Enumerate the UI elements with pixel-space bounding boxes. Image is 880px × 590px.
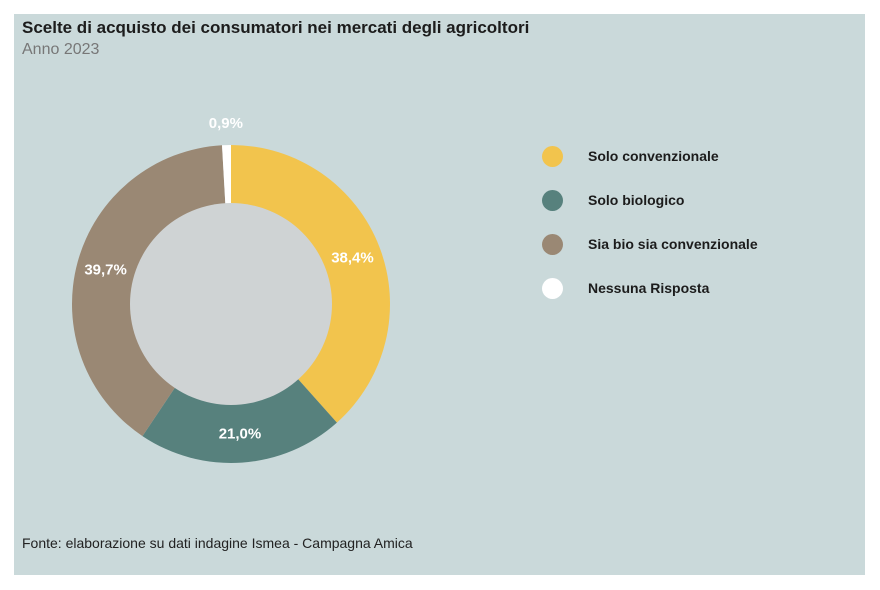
donut-chart: 38,4% 21,0% 39,7% 0,9% xyxy=(71,115,390,463)
legend-swatch xyxy=(542,278,563,299)
legend-swatch xyxy=(542,190,563,211)
chart-panel: Scelte di acquisto dei consumatori nei m… xyxy=(14,14,865,575)
legend-swatch xyxy=(542,146,563,167)
legend-label: Nessuna Risposta xyxy=(588,280,710,296)
legend-label: Solo convenzionale xyxy=(588,148,719,164)
source-note: Fonte: elaborazione su dati indagine Ism… xyxy=(22,535,413,551)
value-label-sia-bio-sia-convenzionale: 39,7% xyxy=(84,262,127,279)
chart-title: Scelte di acquisto dei consumatori nei m… xyxy=(22,18,530,37)
value-label-nessuna-risposta: 0,9% xyxy=(209,115,243,132)
legend-swatch xyxy=(542,234,563,255)
value-label-solo-convenzionale: 38,4% xyxy=(331,250,374,267)
legend-label: Sia bio sia convenzionale xyxy=(588,236,758,252)
value-label-solo-biologico: 21,0% xyxy=(219,426,262,443)
legend-label: Solo biologico xyxy=(588,192,685,208)
donut-hole xyxy=(130,203,332,405)
chart-subtitle: Anno 2023 xyxy=(22,41,100,58)
